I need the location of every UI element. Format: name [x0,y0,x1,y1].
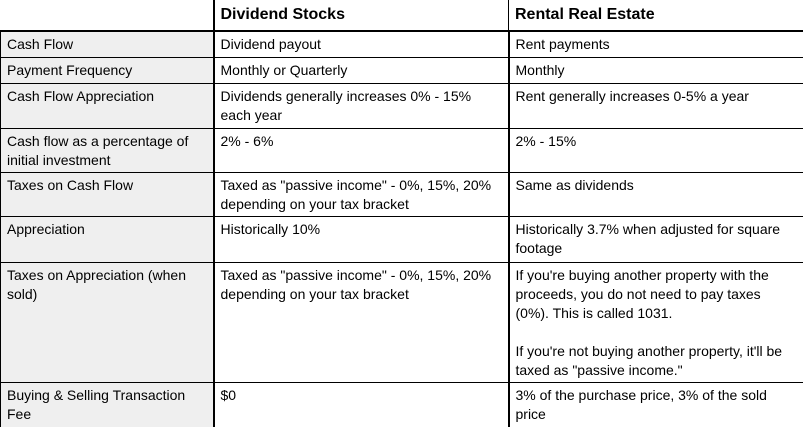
table-row-cash-flow-appreciation: Cash Flow Appreciation Dividends general… [0,82,803,129]
table-row-payment-frequency: Payment Frequency Monthly or Quarterly M… [0,56,803,84]
header-row: Dividend Stocks Rental Real Estate [0,0,803,32]
dividend-cell: Monthly or Quarterly [212,56,509,84]
rental-cell: 2% - 15% [507,127,803,173]
row-label-cell: Cash Flow [0,30,214,58]
row-label-cell: Buying & Selling Transaction Fee [0,381,214,427]
row-label-cell: Appreciation [0,215,214,263]
table-row-cash-flow-percentage: Cash flow as a percentage of initial inv… [0,127,803,173]
row-label-cell: Cash flow as a percentage of initial inv… [0,127,214,173]
dividend-cell: Taxed as "passive income" - 0%, 15%, 20%… [212,261,509,383]
rental-cell: Same as dividends [507,171,803,217]
corner-cell [0,0,214,32]
dividend-cell: Taxed as "passive income" - 0%, 15%, 20%… [212,171,509,217]
dividend-cell: Dividend payout [212,30,509,58]
table-row-taxes-on-cash-flow: Taxes on Cash Flow Taxed as "passive inc… [0,171,803,217]
dividend-cell: 2% - 6% [212,127,509,173]
dividend-cell: Dividends generally increases 0% - 15% e… [212,82,509,129]
table-row-taxes-on-appreciation: Taxes on Appreciation (when sold) Taxed … [0,261,803,383]
rental-cell: 3% of the purchase price, 3% of the sold… [507,381,803,427]
column-header-dividend-stocks: Dividend Stocks [212,0,509,32]
table-row-cash-flow: Cash Flow Dividend payout Rent payments [0,30,803,58]
row-label-cell: Taxes on Appreciation (when sold) [0,261,214,383]
rental-cell: Rent payments [507,30,803,58]
row-label-cell: Payment Frequency [0,56,214,84]
rental-cell: If you're buying another property with t… [507,261,803,383]
rental-cell: Rent generally increases 0-5% a year [507,82,803,129]
rental-cell: Monthly [507,56,803,84]
row-label-cell: Taxes on Cash Flow [0,171,214,217]
table-row-transaction-fee: Buying & Selling Transaction Fee $0 3% o… [0,381,803,427]
dividend-cell: Historically 10% [212,215,509,263]
dividend-cell: $0 [212,381,509,427]
rental-cell: Historically 3.7% when adjusted for squa… [507,215,803,263]
row-label-cell: Cash Flow Appreciation [0,82,214,129]
column-header-rental-real-estate: Rental Real Estate [508,0,803,32]
table-row-appreciation: Appreciation Historically 10% Historical… [0,215,803,263]
